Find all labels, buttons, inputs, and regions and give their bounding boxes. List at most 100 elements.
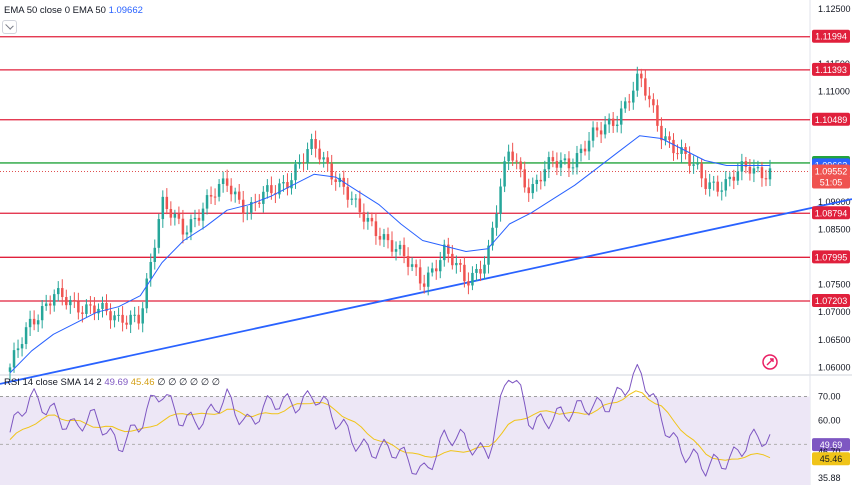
price-tick-label: 1.07000	[818, 307, 851, 317]
candle-body	[250, 202, 253, 213]
candle-body	[571, 167, 575, 169]
candle-body	[672, 139, 675, 154]
candle-body	[105, 302, 108, 312]
candle-body	[286, 182, 289, 189]
candle-body	[69, 299, 72, 306]
price-tick-label: 1.07500	[818, 280, 851, 290]
candle-body	[531, 184, 534, 194]
candle-body	[648, 95, 651, 100]
candle-body	[740, 161, 744, 172]
candle-body	[748, 166, 752, 174]
candle-body	[73, 299, 76, 302]
candle-body	[145, 278, 148, 309]
candle-body	[93, 305, 96, 314]
candle-body	[708, 182, 711, 189]
candle-body	[443, 244, 446, 261]
candle-body	[547, 157, 551, 170]
candle-body	[322, 157, 325, 160]
candle-body	[636, 73, 639, 91]
candle-body	[579, 148, 583, 154]
candle-body	[157, 219, 161, 248]
candle-body	[302, 162, 305, 164]
candle-body	[298, 162, 301, 165]
candle-body	[611, 118, 615, 126]
candle-body	[81, 312, 84, 314]
rsi-line	[9, 363, 771, 477]
candle-body	[507, 151, 510, 162]
candle-body	[732, 176, 736, 181]
rsi-tick-label: 60.00	[818, 415, 841, 425]
level-tag: 1.11994	[815, 32, 847, 42]
candle-body	[28, 318, 32, 328]
candle-body	[8, 367, 12, 372]
candle-body	[270, 185, 273, 194]
collapse-legend-icon[interactable]	[2, 20, 17, 34]
level-tag-bg	[812, 112, 850, 126]
candle-body	[696, 163, 699, 165]
candle-body	[587, 140, 591, 152]
ema-legend: EMA 50 close 0 EMA 50 1.09662	[4, 5, 143, 16]
trendline[interactable]	[0, 198, 852, 385]
candle-body	[756, 167, 760, 169]
price-tick-label: 1.12500	[818, 4, 851, 14]
candle-body	[237, 191, 241, 200]
candle-body	[455, 262, 458, 266]
rsi-legend-zeros: ∅ ∅ ∅ ∅ ∅ ∅	[157, 377, 221, 388]
candle-body	[434, 268, 438, 272]
candle-body	[459, 262, 462, 265]
candle-body	[499, 186, 502, 214]
rsi-legend-value: 49.69	[104, 377, 129, 388]
candle-body	[362, 212, 366, 222]
candle-body	[640, 73, 643, 79]
candle-body	[173, 213, 177, 218]
candle-body	[668, 136, 671, 140]
rsi-tick-label: 70.00	[818, 392, 841, 402]
candle-body	[193, 217, 197, 220]
candle-body	[326, 157, 329, 164]
candle-body	[52, 294, 56, 306]
level-tag-bg	[812, 62, 850, 76]
candle-body	[113, 315, 116, 321]
level-tag: 1.07995	[815, 252, 848, 262]
candle-body	[523, 169, 526, 188]
rsi-legend-label: RSI 14 close SMA 14 2	[4, 377, 102, 388]
candle-body	[133, 314, 136, 316]
alert-icon-arrow	[766, 358, 774, 366]
rsi-value-tag: 49.69	[820, 440, 843, 450]
candle-body	[615, 124, 619, 126]
price-tick-label: 1.08500	[818, 224, 851, 234]
candle-body	[491, 227, 494, 246]
ema-legend-value: 1.09662	[108, 5, 143, 16]
level-tag-bg	[812, 206, 850, 220]
candle-body	[278, 183, 281, 195]
candle-body	[266, 185, 269, 192]
candle-body	[225, 178, 229, 186]
candle-body	[768, 168, 772, 180]
candle-body	[632, 90, 635, 103]
candle-body	[539, 179, 543, 182]
alert-icon[interactable]	[762, 354, 778, 370]
candle-body	[402, 244, 406, 257]
candle-body	[704, 178, 707, 189]
candle-body	[511, 151, 514, 161]
candle-body	[101, 302, 104, 309]
candle-body	[583, 148, 587, 152]
candle-body	[595, 127, 599, 131]
candle-body	[495, 213, 498, 228]
candle-body	[165, 196, 169, 210]
candle-body	[559, 160, 563, 168]
candle-body	[262, 191, 265, 204]
level-tag: 1.08794	[815, 208, 848, 218]
candle-body	[599, 130, 603, 135]
candle-body	[161, 196, 165, 220]
ema-line	[9, 135, 770, 374]
candle-body	[290, 180, 293, 189]
candle-body	[700, 163, 703, 179]
candle-body	[619, 108, 623, 125]
candle-body	[406, 256, 410, 267]
candle-body	[426, 272, 430, 287]
candle-body	[603, 124, 607, 135]
candle-body	[414, 264, 418, 268]
candle-body	[515, 160, 518, 162]
